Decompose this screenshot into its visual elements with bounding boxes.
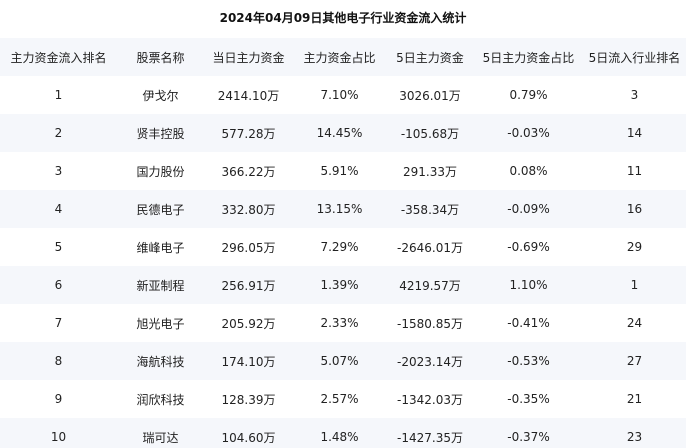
table-row: 1 伊戈尔 2414.10万 7.10% 3026.01万 0.79% 3 — [0, 76, 686, 114]
fiveday-main-fund-cell: -1580.85万 — [397, 316, 463, 331]
fiveday-industry-rank-cell: 27 — [626, 354, 643, 368]
table-row: 10 瑞可达 104.60万 1.48% -1427.35万 -0.37% 23 — [0, 418, 686, 448]
table-row: 9 润欣科技 128.39万 2.57% -1342.03万 -0.35% 21 — [0, 380, 686, 418]
fiveday-industry-rank-cell: 16 — [626, 202, 643, 216]
fiveday-main-fund-cell: 4219.57万 — [399, 278, 461, 293]
day-main-fund-cell: 332.80万 — [221, 202, 276, 217]
table-row: 5 维峰电子 296.05万 7.29% -2646.01万 -0.69% 29 — [0, 228, 686, 266]
fiveday-industry-rank-cell: 23 — [626, 430, 643, 444]
header-5day-main-fund-ratio: 5日主力资金占比 — [482, 50, 575, 65]
rank-cell: 5 — [54, 240, 63, 254]
stock-name-cell: 旭光电子 — [136, 316, 185, 331]
rank-cell: 3 — [54, 164, 63, 178]
header-5day-main-fund: 5日主力资金 — [396, 50, 464, 65]
main-fund-ratio-cell: 14.45% — [316, 126, 363, 140]
fiveday-main-fund-cell: -105.68万 — [400, 126, 460, 141]
table-row: 8 海航科技 174.10万 5.07% -2023.14万 -0.53% 27 — [0, 342, 686, 380]
main-fund-ratio-cell: 1.39% — [320, 278, 359, 292]
rank-cell: 8 — [54, 354, 63, 368]
fiveday-main-fund-cell: 291.33万 — [403, 164, 457, 179]
day-main-fund-cell: 104.60万 — [221, 430, 276, 445]
table-row: 6 新亚制程 256.91万 1.39% 4219.57万 1.10% 1 — [0, 266, 686, 304]
fiveday-industry-rank-cell: 11 — [626, 164, 643, 178]
fiveday-industry-rank-cell: 21 — [626, 392, 643, 406]
stock-name-cell: 国力股份 — [136, 164, 185, 179]
fund-flow-table: 主力资金流入排名 股票名称 当日主力资金 主力资金占比 5日主力资金 5日主力资… — [0, 38, 686, 448]
fiveday-main-fund-cell: -358.34万 — [400, 202, 460, 217]
stock-name-cell: 维峰电子 — [136, 240, 185, 255]
rank-cell: 7 — [54, 316, 63, 330]
header-rank: 主力资金流入排名 — [10, 50, 107, 65]
fiveday-main-fund-ratio-cell: -0.35% — [507, 392, 550, 406]
fiveday-main-fund-ratio-cell: 1.10% — [509, 278, 548, 292]
day-main-fund-cell: 577.28万 — [221, 126, 276, 141]
fiveday-main-fund-ratio-cell: -0.41% — [507, 316, 550, 330]
rank-cell: 10 — [50, 430, 67, 444]
main-fund-ratio-cell: 5.91% — [320, 164, 359, 178]
rank-cell: 2 — [54, 126, 63, 140]
main-fund-ratio-cell: 2.57% — [320, 392, 359, 406]
page-title: 2024年04月09日其他电子行业资金流入统计 — [219, 11, 467, 25]
fiveday-industry-rank-cell: 29 — [626, 240, 643, 254]
table-header-row: 主力资金流入排名 股票名称 当日主力资金 主力资金占比 5日主力资金 5日主力资… — [0, 38, 686, 76]
day-main-fund-cell: 296.05万 — [221, 240, 276, 255]
stock-name-cell: 瑞可达 — [142, 430, 179, 445]
day-main-fund-cell: 2414.10万 — [217, 88, 280, 103]
fiveday-main-fund-ratio-cell: -0.03% — [507, 126, 550, 140]
fiveday-main-fund-cell: 3026.01万 — [399, 88, 461, 103]
rank-cell: 1 — [54, 88, 63, 102]
fiveday-main-fund-ratio-cell: -0.69% — [507, 240, 550, 254]
rank-cell: 6 — [54, 278, 63, 292]
fiveday-main-fund-ratio-cell: -0.37% — [507, 430, 550, 444]
fiveday-industry-rank-cell: 14 — [626, 126, 643, 140]
fiveday-industry-rank-cell: 1 — [630, 278, 639, 292]
fiveday-main-fund-ratio-cell: -0.53% — [507, 354, 550, 368]
fiveday-main-fund-cell: -1342.03万 — [397, 392, 463, 407]
fiveday-main-fund-ratio-cell: 0.79% — [509, 88, 548, 102]
fiveday-main-fund-cell: -2023.14万 — [397, 354, 463, 369]
rank-cell: 4 — [54, 202, 63, 216]
fiveday-main-fund-ratio-cell: 0.08% — [509, 164, 548, 178]
main-fund-ratio-cell: 7.10% — [320, 88, 359, 102]
day-main-fund-cell: 256.91万 — [221, 278, 276, 293]
stock-name-cell: 新亚制程 — [136, 278, 185, 293]
header-5day-industry-rank: 5日流入行业排名 — [588, 50, 681, 65]
fiveday-industry-rank-cell: 24 — [626, 316, 643, 330]
header-day-main-fund: 当日主力资金 — [212, 50, 285, 65]
day-main-fund-cell: 128.39万 — [221, 392, 276, 407]
main-fund-ratio-cell: 5.07% — [320, 354, 359, 368]
day-main-fund-cell: 205.92万 — [221, 316, 276, 331]
stock-name-cell: 伊戈尔 — [142, 88, 179, 103]
table-row: 7 旭光电子 205.92万 2.33% -1580.85万 -0.41% 24 — [0, 304, 686, 342]
main-fund-ratio-cell: 1.48% — [320, 430, 359, 444]
main-fund-ratio-cell: 13.15% — [316, 202, 363, 216]
day-main-fund-cell: 174.10万 — [221, 354, 276, 369]
fiveday-main-fund-cell: -1427.35万 — [397, 430, 463, 445]
stock-name-cell: 民德电子 — [136, 202, 185, 217]
table-row: 2 贤丰控股 577.28万 14.45% -105.68万 -0.03% 14 — [0, 114, 686, 152]
table-body: 1 伊戈尔 2414.10万 7.10% 3026.01万 0.79% 3 2 贤丰控股 577.… — [0, 76, 686, 448]
table-row: 3 国力股份 366.22万 5.91% 291.33万 0.08% 11 — [0, 152, 686, 190]
main-fund-ratio-cell: 2.33% — [320, 316, 359, 330]
rank-cell: 9 — [54, 392, 63, 406]
stock-name-cell: 贤丰控股 — [136, 126, 185, 141]
table-row: 4 民德电子 332.80万 13.15% -358.34万 -0.09% 16 — [0, 190, 686, 228]
fiveday-industry-rank-cell: 3 — [630, 88, 639, 102]
day-main-fund-cell: 366.22万 — [221, 164, 276, 179]
fiveday-main-fund-ratio-cell: -0.09% — [507, 202, 550, 216]
stock-name-cell: 润欣科技 — [136, 392, 185, 407]
fiveday-main-fund-cell: -2646.01万 — [397, 240, 463, 255]
stock-name-cell: 海航科技 — [136, 354, 185, 369]
header-stock-name: 股票名称 — [136, 50, 185, 65]
header-main-fund-ratio: 主力资金占比 — [303, 50, 376, 65]
main-fund-ratio-cell: 7.29% — [320, 240, 359, 254]
